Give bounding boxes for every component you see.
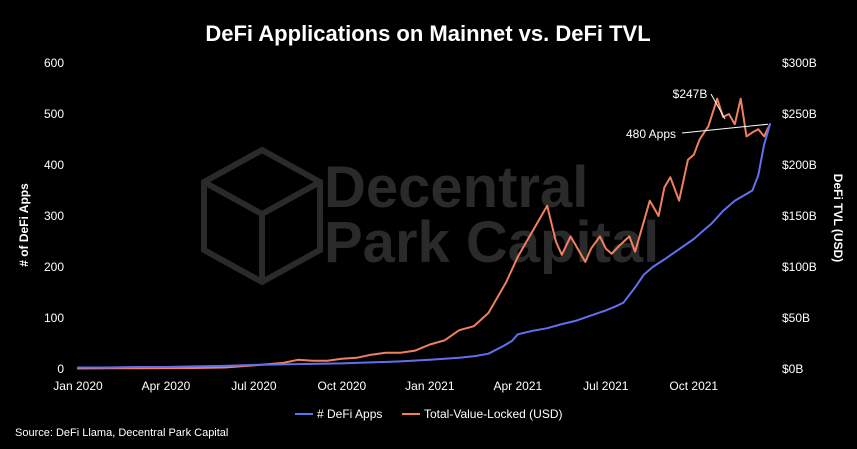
- annotation-apps: 480 Apps: [626, 123, 769, 141]
- right-y-tick-label: $150B: [782, 209, 817, 223]
- series-line-apps: [77, 123, 771, 369]
- left-y-tick-label: 600: [44, 56, 64, 70]
- source-note: Source: DeFi Llama, Decentral Park Capit…: [15, 427, 228, 439]
- plot-area: [77, 97, 771, 370]
- watermark-cube-icon: [201, 146, 323, 286]
- right-y-tick-label: $0B: [782, 362, 803, 376]
- chart-title: DeFi Applications on Mainnet vs. DeFi TV…: [205, 21, 650, 46]
- annotation-apps-leader: [681, 123, 769, 134]
- right-y-tick-label: $200B: [782, 158, 817, 172]
- left-y-tick-label: 400: [44, 158, 64, 172]
- right-axis-label: DeFi TVL (USD): [831, 174, 845, 262]
- left-y-tick-label: 300: [44, 209, 64, 223]
- left-axis-label: # of DeFi Apps: [17, 183, 31, 267]
- left-y-tick-label: 200: [44, 260, 64, 274]
- left-y-axis: 0 100 200 300 400 500 600: [44, 56, 64, 376]
- series-line-tvl: [77, 97, 771, 370]
- right-y-tick-label: $250B: [782, 107, 817, 121]
- annotation-tvl-leader: [710, 93, 726, 120]
- annotation-tvl: $247B: [673, 87, 726, 120]
- watermark-line2: Park Capital: [324, 210, 659, 275]
- x-tick-label: Apr 2021: [493, 379, 542, 393]
- right-y-tick-label: $100B: [782, 260, 817, 274]
- x-axis: Jan 2020 Apr 2020 Jul 2020 Oct 2020 Jan 2021…: [53, 379, 718, 393]
- x-tick-label: Oct 2020: [318, 379, 367, 393]
- right-y-tick-label: $300B: [782, 56, 817, 70]
- x-tick-label: Oct 2021: [669, 379, 718, 393]
- left-y-tick-label: 500: [44, 107, 64, 121]
- legend: # DeFi Apps Total-Value-Locked (USD): [295, 407, 563, 421]
- x-tick-label: Jul 2021: [583, 379, 629, 393]
- legend-apps-label: # DeFi Apps: [317, 407, 382, 421]
- x-tick-label: Jul 2020: [231, 379, 277, 393]
- annotation-apps-label: 480 Apps: [626, 127, 676, 141]
- x-tick-label: Jan 2020: [53, 379, 103, 393]
- legend-tvl-label: Total-Value-Locked (USD): [424, 407, 563, 421]
- right-y-tick-label: $50B: [782, 311, 810, 325]
- x-tick-label: Apr 2020: [142, 379, 191, 393]
- left-y-tick-label: 0: [57, 362, 64, 376]
- annotation-tvl-label: $247B: [673, 87, 708, 101]
- left-y-tick-label: 100: [44, 311, 64, 325]
- right-y-axis: $0B $50B $100B $150B $200B $250B $300B: [782, 56, 817, 376]
- watermark: Decentral Park Capital: [201, 146, 659, 286]
- x-tick-label: Jan 2021: [405, 379, 455, 393]
